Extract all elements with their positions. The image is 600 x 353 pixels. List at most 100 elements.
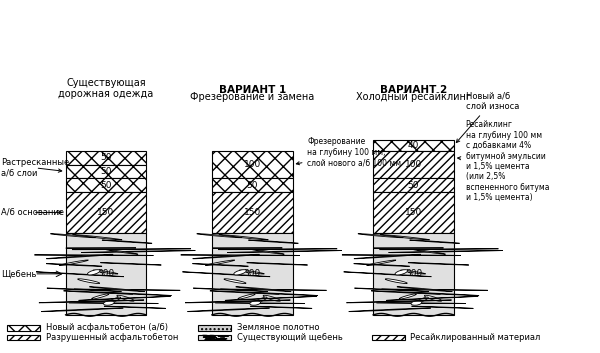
Ellipse shape bbox=[238, 294, 255, 299]
Text: 50: 50 bbox=[100, 153, 112, 162]
Ellipse shape bbox=[93, 270, 118, 274]
Ellipse shape bbox=[103, 301, 114, 305]
Text: 300: 300 bbox=[97, 269, 115, 279]
Text: 50: 50 bbox=[100, 167, 112, 176]
Text: 150: 150 bbox=[244, 208, 261, 217]
Ellipse shape bbox=[181, 255, 300, 256]
Ellipse shape bbox=[224, 279, 246, 283]
Ellipse shape bbox=[263, 295, 281, 301]
Bar bbox=[212, 192, 293, 233]
Ellipse shape bbox=[355, 288, 429, 292]
Bar bbox=[65, 233, 146, 315]
Ellipse shape bbox=[346, 300, 452, 303]
Ellipse shape bbox=[216, 338, 221, 339]
Text: 40: 40 bbox=[408, 141, 419, 150]
Ellipse shape bbox=[234, 270, 247, 275]
Ellipse shape bbox=[72, 249, 191, 250]
Text: 300: 300 bbox=[405, 269, 422, 279]
Text: 300: 300 bbox=[244, 269, 261, 279]
Ellipse shape bbox=[251, 249, 284, 254]
Ellipse shape bbox=[218, 249, 337, 250]
Text: Разрушенный асфальтобетон: Разрушенный асфальтобетон bbox=[46, 333, 179, 342]
Ellipse shape bbox=[239, 270, 265, 274]
Ellipse shape bbox=[380, 234, 430, 240]
Ellipse shape bbox=[104, 306, 166, 309]
Bar bbox=[373, 140, 454, 151]
Ellipse shape bbox=[367, 260, 396, 265]
Ellipse shape bbox=[182, 272, 270, 277]
Text: Холодный ресайклинг: Холодный ресайклинг bbox=[356, 92, 471, 102]
Ellipse shape bbox=[46, 254, 113, 259]
Ellipse shape bbox=[247, 263, 308, 265]
Ellipse shape bbox=[59, 260, 88, 265]
Ellipse shape bbox=[389, 250, 503, 253]
Ellipse shape bbox=[205, 260, 235, 265]
Ellipse shape bbox=[36, 272, 124, 277]
Text: 150: 150 bbox=[405, 208, 422, 217]
Ellipse shape bbox=[104, 292, 172, 295]
Ellipse shape bbox=[411, 301, 422, 305]
Bar bbox=[373, 233, 454, 315]
Text: Существующая
дорожная одежда: Существующая дорожная одежда bbox=[58, 78, 154, 100]
Ellipse shape bbox=[413, 297, 428, 304]
Text: Щебень: Щебень bbox=[1, 269, 37, 279]
Text: Существующий щебень: Существующий щебень bbox=[237, 333, 343, 342]
Ellipse shape bbox=[210, 335, 215, 336]
Ellipse shape bbox=[193, 288, 268, 292]
Ellipse shape bbox=[216, 339, 218, 340]
Text: Ресайклированный материал: Ресайклированный материал bbox=[410, 333, 541, 342]
Ellipse shape bbox=[64, 291, 133, 294]
Ellipse shape bbox=[349, 308, 431, 312]
Ellipse shape bbox=[397, 287, 452, 292]
Ellipse shape bbox=[408, 263, 469, 265]
Ellipse shape bbox=[227, 250, 341, 253]
Text: Ресайклинг
на глубину 100 мм
с добавками 4%
битумной эмульсии
и 1,5% цемента
(ил: Ресайклинг на глубину 100 мм с добавками… bbox=[458, 120, 549, 202]
Ellipse shape bbox=[219, 234, 268, 240]
Ellipse shape bbox=[193, 264, 248, 267]
Text: 150: 150 bbox=[97, 208, 115, 217]
Ellipse shape bbox=[39, 300, 144, 303]
Bar bbox=[373, 192, 454, 233]
Ellipse shape bbox=[252, 297, 267, 304]
Ellipse shape bbox=[209, 337, 213, 338]
Bar bbox=[65, 192, 146, 233]
Ellipse shape bbox=[353, 264, 410, 267]
Ellipse shape bbox=[354, 254, 421, 259]
Ellipse shape bbox=[344, 272, 431, 277]
Bar bbox=[212, 151, 293, 178]
Ellipse shape bbox=[376, 303, 466, 304]
Ellipse shape bbox=[117, 295, 134, 301]
Ellipse shape bbox=[220, 289, 326, 291]
Ellipse shape bbox=[102, 240, 152, 243]
Ellipse shape bbox=[412, 292, 479, 295]
Bar bbox=[371, 335, 404, 340]
Bar bbox=[373, 151, 454, 178]
Bar bbox=[212, 178, 293, 192]
Ellipse shape bbox=[401, 270, 425, 274]
Ellipse shape bbox=[210, 291, 280, 294]
Text: А/б основание: А/б основание bbox=[1, 208, 64, 217]
Ellipse shape bbox=[215, 303, 305, 304]
Ellipse shape bbox=[79, 296, 170, 300]
Ellipse shape bbox=[385, 279, 407, 283]
Bar bbox=[199, 325, 232, 331]
Text: Фрезерование и замена: Фрезерование и замена bbox=[190, 92, 314, 102]
Text: ВАРИАНТ 1: ВАРИАНТ 1 bbox=[218, 85, 286, 95]
Ellipse shape bbox=[373, 248, 443, 249]
Ellipse shape bbox=[250, 306, 312, 309]
Ellipse shape bbox=[250, 301, 260, 305]
Text: 100: 100 bbox=[244, 160, 261, 169]
Ellipse shape bbox=[197, 234, 242, 238]
Bar bbox=[65, 164, 146, 178]
Text: 50: 50 bbox=[247, 181, 258, 190]
Ellipse shape bbox=[69, 303, 158, 304]
Ellipse shape bbox=[100, 263, 161, 265]
Ellipse shape bbox=[395, 270, 407, 275]
Bar bbox=[7, 335, 40, 340]
Ellipse shape bbox=[413, 249, 446, 254]
Ellipse shape bbox=[89, 287, 145, 292]
Ellipse shape bbox=[399, 294, 416, 299]
Ellipse shape bbox=[424, 295, 442, 301]
Ellipse shape bbox=[212, 248, 283, 249]
Ellipse shape bbox=[358, 234, 403, 238]
